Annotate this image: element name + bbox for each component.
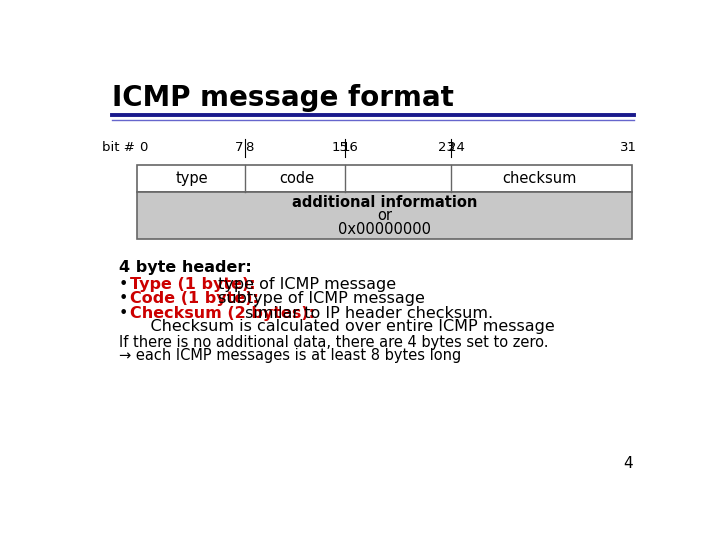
Text: subtype of ICMP message: subtype of ICMP message: [213, 292, 425, 306]
Text: code: code: [279, 171, 314, 186]
Text: type: type: [176, 171, 208, 186]
Text: 8: 8: [245, 141, 253, 154]
Text: 4 byte header:: 4 byte header:: [119, 260, 252, 275]
Text: 31: 31: [620, 141, 637, 154]
Text: 0x00000000: 0x00000000: [338, 222, 431, 237]
Text: → each ICMP messages is at least 8 bytes long: → each ICMP messages is at least 8 bytes…: [119, 348, 462, 363]
Bar: [138, 165, 632, 192]
Text: 4: 4: [623, 456, 632, 471]
Text: 16: 16: [341, 141, 359, 154]
Text: Type (1 byte):: Type (1 byte):: [130, 277, 256, 292]
Text: ICMP message format: ICMP message format: [112, 84, 454, 112]
Text: Checksum (2 bytes):: Checksum (2 bytes):: [130, 306, 315, 321]
Text: Checksum is calculated over entire ICMP message: Checksum is calculated over entire ICMP …: [130, 319, 555, 334]
Text: 7: 7: [235, 141, 244, 154]
Text: 15: 15: [331, 141, 348, 154]
Text: additional information: additional information: [292, 195, 477, 210]
Text: 23: 23: [438, 141, 454, 154]
Text: bit #: bit #: [102, 141, 135, 154]
Text: •: •: [119, 277, 128, 292]
Text: or: or: [377, 208, 392, 224]
Bar: [138, 192, 632, 239]
Text: If there is no additional data, there are 4 bytes set to zero.: If there is no additional data, there ar…: [119, 335, 549, 350]
Text: •: •: [119, 292, 128, 306]
Text: similar to IP header checksum.: similar to IP header checksum.: [240, 306, 492, 321]
Text: type of ICMP message: type of ICMP message: [213, 277, 396, 292]
Text: Code (1 byte):: Code (1 byte):: [130, 292, 259, 306]
Text: checksum: checksum: [503, 171, 577, 186]
Text: 0: 0: [139, 141, 147, 154]
Text: 24: 24: [448, 141, 464, 154]
Text: •: •: [119, 306, 128, 321]
